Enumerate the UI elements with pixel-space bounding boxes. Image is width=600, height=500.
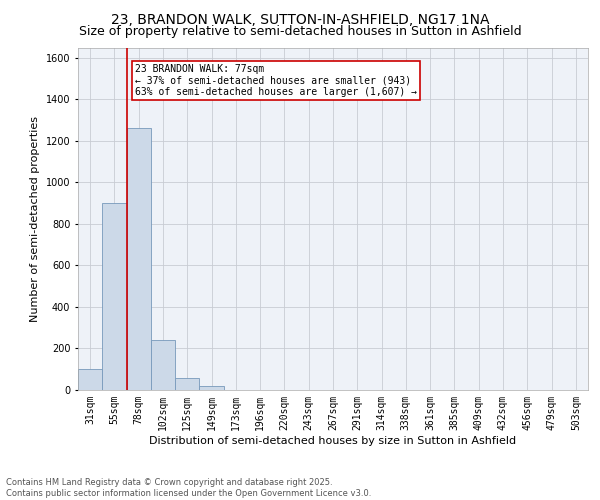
Bar bbox=[175, 378, 199, 390]
Bar bbox=[127, 128, 151, 390]
Y-axis label: Number of semi-detached properties: Number of semi-detached properties bbox=[30, 116, 40, 322]
Bar bbox=[102, 203, 127, 390]
Bar bbox=[151, 340, 175, 390]
Text: Size of property relative to semi-detached houses in Sutton in Ashfield: Size of property relative to semi-detach… bbox=[79, 25, 521, 38]
X-axis label: Distribution of semi-detached houses by size in Sutton in Ashfield: Distribution of semi-detached houses by … bbox=[149, 436, 517, 446]
Text: 23 BRANDON WALK: 77sqm
← 37% of semi-detached houses are smaller (943)
63% of se: 23 BRANDON WALK: 77sqm ← 37% of semi-det… bbox=[135, 64, 417, 98]
Text: 23, BRANDON WALK, SUTTON-IN-ASHFIELD, NG17 1NA: 23, BRANDON WALK, SUTTON-IN-ASHFIELD, NG… bbox=[111, 12, 489, 26]
Text: Contains HM Land Registry data © Crown copyright and database right 2025.
Contai: Contains HM Land Registry data © Crown c… bbox=[6, 478, 371, 498]
Bar bbox=[199, 386, 224, 390]
Bar bbox=[78, 369, 102, 390]
